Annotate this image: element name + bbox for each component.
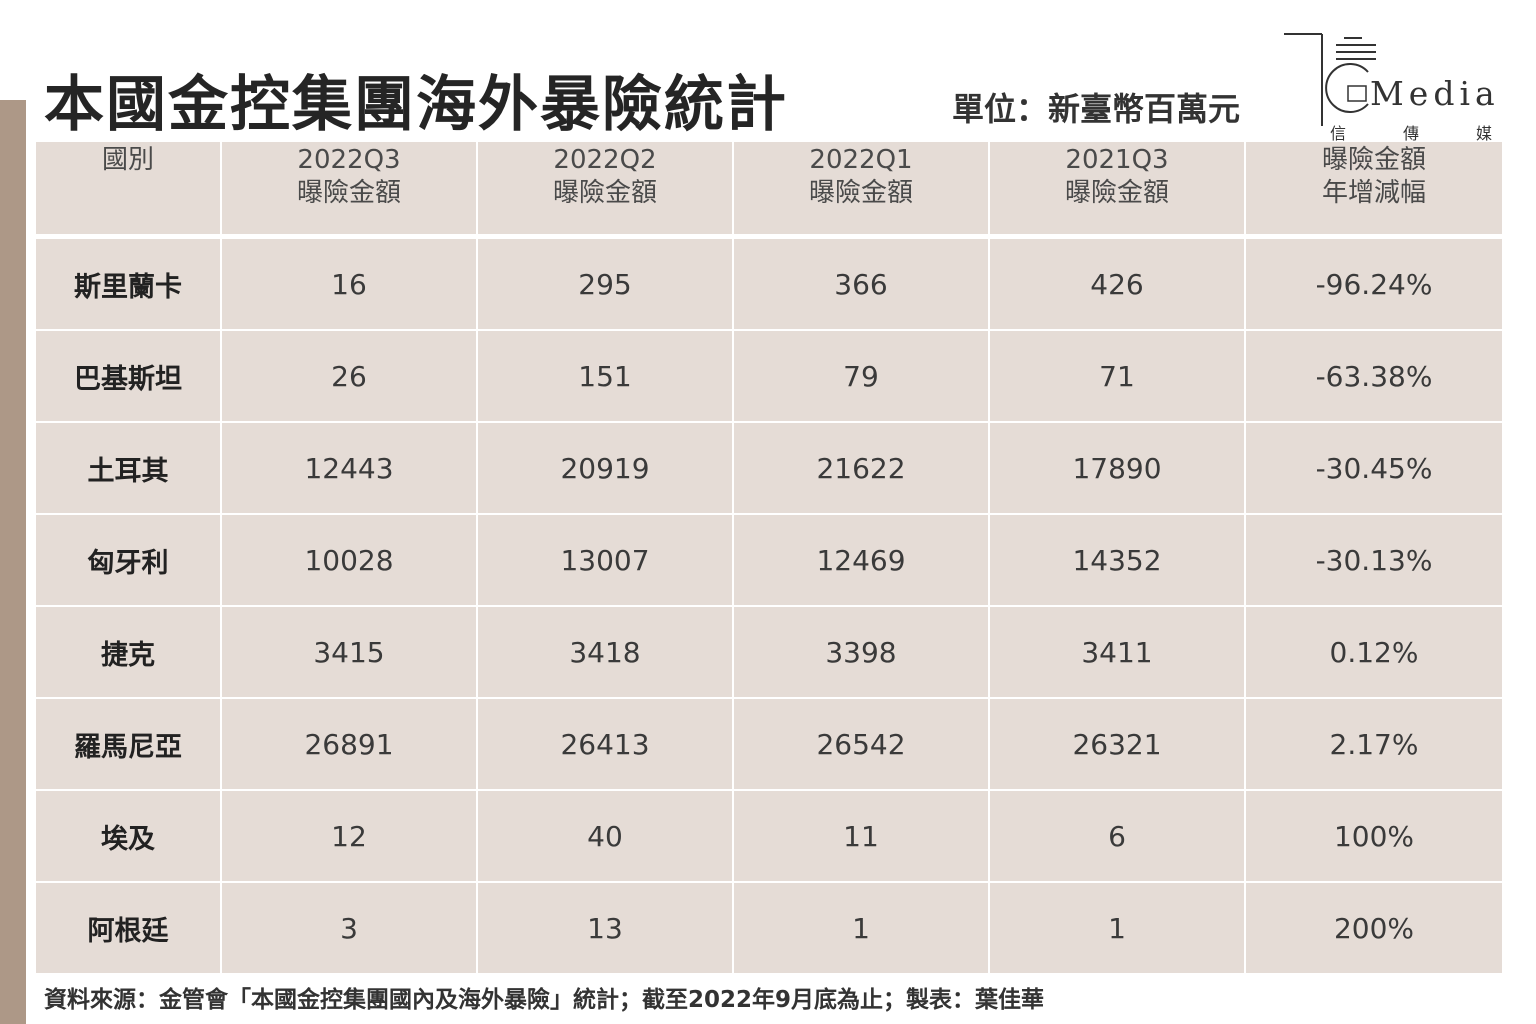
table-row: 斯里蘭卡 16 295 366 426 -96.24% — [36, 239, 1502, 331]
table-row: 羅馬尼亞 26891 26413 26542 26321 2.17% — [36, 699, 1502, 791]
table-row: 匈牙利 10028 13007 12469 14352 -30.13% — [36, 515, 1502, 607]
value-cell: 12 — [222, 791, 478, 881]
change-cell: 200% — [1333, 911, 1415, 945]
value-cell: 40 — [478, 791, 734, 881]
value-cell: 12469 — [734, 515, 990, 605]
country-cell: 捷克 — [36, 607, 222, 697]
logo-brand-text: Media — [1370, 74, 1500, 113]
header-cell-country: 國別 — [36, 142, 222, 234]
header-cell-2021q3: 2021Q3 曝險金額 — [990, 142, 1246, 234]
value-cell: 26413 — [478, 699, 734, 789]
value-cell: 26 — [222, 331, 478, 421]
country-cell: 匈牙利 — [36, 515, 222, 605]
value-cell: 21622 — [734, 423, 990, 513]
value-cell: 3398 — [734, 607, 990, 697]
table-row: 土耳其 12443 20919 21622 17890 -30.45% — [36, 423, 1502, 515]
table-row: 阿根廷 3 13 1 1 200% — [36, 883, 1502, 975]
value-cell: 79 — [734, 331, 990, 421]
exposure-table: 國別 2022Q3 曝險金額 2022Q2 曝險金額 2022Q1 曝險金額 2… — [36, 142, 1502, 975]
value-cell: 295 — [478, 239, 734, 329]
value-cell: 426 — [990, 239, 1246, 329]
value-cell: 71 — [990, 331, 1246, 421]
page-title: 本國金控集團海外暴險統計 — [44, 70, 788, 140]
value-cell: 10028 — [222, 515, 478, 605]
value-cell: 1 — [734, 883, 990, 973]
value-cell: 17890 — [990, 423, 1246, 513]
header-cell-2022q3: 2022Q3 曝險金額 — [222, 142, 478, 234]
value-cell: 151 — [478, 331, 734, 421]
header-cell-yoy-change: 曝險金額 年增減幅 — [1321, 145, 1426, 208]
value-cell: 26891 — [222, 699, 478, 789]
change-cell: 0.12% — [1329, 635, 1419, 669]
unit-label: 單位：新臺幣百萬元 — [952, 90, 1241, 128]
change-cell: -30.45% — [1315, 451, 1433, 485]
table-row: 埃及 12 40 11 6 100% — [36, 791, 1502, 883]
value-cell: 3415 — [222, 607, 478, 697]
value-cell: 6 — [990, 791, 1246, 881]
logo-mark-icon — [1284, 33, 1376, 126]
value-cell: 16 — [222, 239, 478, 329]
table-row: 巴基斯坦 26 151 79 71 -63.38% — [36, 331, 1502, 423]
value-cell: 3418 — [478, 607, 734, 697]
logo-chinese-text: 信 傳 媒 — [1330, 120, 1492, 144]
value-cell: 3 — [222, 883, 478, 973]
value-cell: 13 — [478, 883, 734, 973]
country-cell: 阿根廷 — [36, 883, 222, 973]
table-row: 捷克 3415 3418 3398 3411 0.12% — [36, 607, 1502, 699]
logo-char: 信 — [1330, 124, 1347, 143]
country-cell: 巴基斯坦 — [36, 331, 222, 421]
change-cell: -63.38% — [1315, 359, 1433, 393]
value-cell: 12443 — [222, 423, 478, 513]
country-cell: 羅馬尼亞 — [36, 699, 222, 789]
left-accent-bar — [0, 100, 26, 1024]
header-cell-2022q2: 2022Q2 曝險金額 — [478, 142, 734, 234]
change-cell: -96.24% — [1315, 267, 1433, 301]
logo-char: 傳 — [1402, 124, 1419, 143]
value-cell: 13007 — [478, 515, 734, 605]
table-header-row: 國別 2022Q3 曝險金額 2022Q2 曝險金額 2022Q1 曝險金額 2… — [36, 142, 1502, 239]
value-cell: 14352 — [990, 515, 1246, 605]
value-cell: 366 — [734, 239, 990, 329]
change-cell: 2.17% — [1329, 727, 1419, 761]
value-cell: 26542 — [734, 699, 990, 789]
header-cell-2022q1: 2022Q1 曝險金額 — [734, 142, 990, 234]
logo-char: 媒 — [1475, 124, 1492, 143]
media-logo: Media 信 傳 媒 — [1282, 30, 1496, 144]
change-cell: 100% — [1333, 819, 1415, 853]
country-cell: 土耳其 — [36, 423, 222, 513]
value-cell: 1 — [990, 883, 1246, 973]
change-cell: -30.13% — [1315, 543, 1433, 577]
country-cell: 埃及 — [36, 791, 222, 881]
value-cell: 11 — [734, 791, 990, 881]
country-cell: 斯里蘭卡 — [36, 239, 222, 329]
value-cell: 26321 — [990, 699, 1246, 789]
source-note: 資料來源：金管會「本國金控集團國內及海外暴險」統計；截至2022年9月底為止；製… — [44, 987, 1045, 1013]
value-cell: 3411 — [990, 607, 1246, 697]
value-cell: 20919 — [478, 423, 734, 513]
